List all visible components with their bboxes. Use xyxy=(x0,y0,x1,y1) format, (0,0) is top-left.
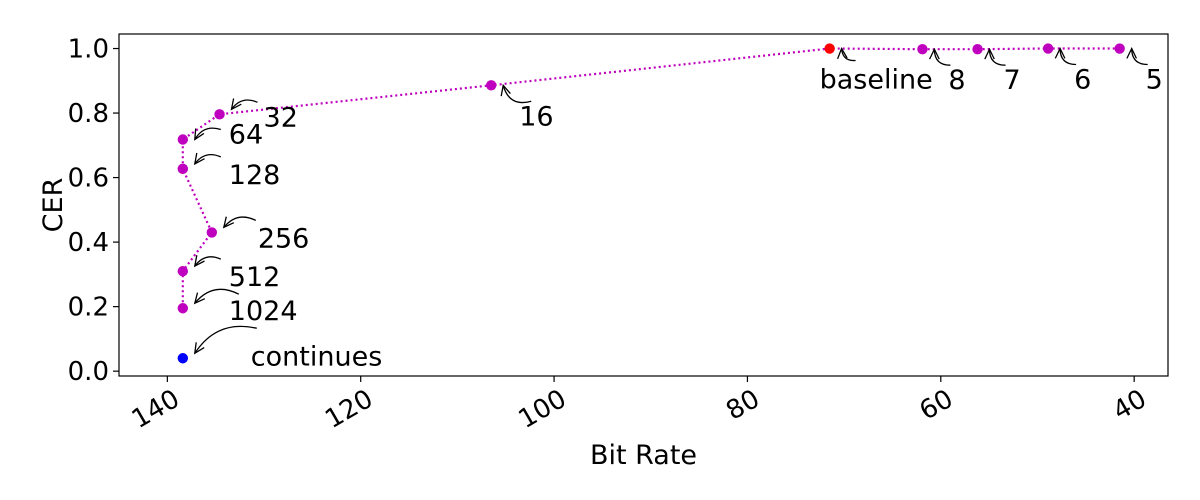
x-tick-label: 120 xyxy=(320,384,378,435)
y-axis: 0.0 0.2 0.4 0.6 0.8 1.0 xyxy=(68,35,119,387)
arrow-head xyxy=(230,98,242,111)
x-tick-label: 40 xyxy=(1108,384,1152,427)
arrow-head xyxy=(836,47,848,60)
arrow-head xyxy=(984,47,995,60)
point-label: continues xyxy=(251,341,382,372)
data-point xyxy=(177,163,189,175)
arrow-head xyxy=(1054,47,1066,59)
data-point xyxy=(1114,43,1125,54)
arrow-head xyxy=(929,47,940,60)
plot-area xyxy=(118,33,1169,377)
point-label: baseline xyxy=(820,65,933,96)
point-label: 1024 xyxy=(229,296,298,327)
annotation-arrow xyxy=(223,216,257,228)
series-line xyxy=(181,47,1120,309)
y-tick-label: 0.6 xyxy=(68,164,109,194)
annotation-arrow xyxy=(1059,48,1077,66)
annotation-arrow xyxy=(194,325,257,354)
x-axis-label: Bit Rate xyxy=(590,440,697,471)
point-label: 8 xyxy=(948,65,965,96)
data-point xyxy=(177,134,189,145)
arrow-head xyxy=(193,152,205,166)
data-point xyxy=(214,109,225,120)
annotation-arrow xyxy=(840,48,856,62)
x-axis: 140 120 100 80 60 40 xyxy=(127,376,1152,435)
y-tick-label: 0.2 xyxy=(68,293,109,323)
annotation-arrow xyxy=(194,256,222,267)
point-label: 7 xyxy=(1004,65,1021,96)
arrow-head xyxy=(193,342,205,355)
arrow-head xyxy=(194,128,205,141)
annotation-arrow xyxy=(230,99,258,110)
data-point xyxy=(177,265,189,277)
point-label: 128 xyxy=(229,160,281,191)
y-tick-label: 0.0 xyxy=(68,357,109,387)
annotation-arrow xyxy=(194,127,221,140)
y-tick-label: 0.8 xyxy=(68,99,109,129)
data-point xyxy=(177,353,189,364)
arrow-head xyxy=(1126,46,1137,59)
data-point xyxy=(917,43,928,55)
annotation-arrow xyxy=(1131,48,1148,66)
x-tick-label: 80 xyxy=(721,384,765,427)
arrow-head xyxy=(193,255,205,268)
arrow-head xyxy=(193,292,206,305)
annotation-arrow xyxy=(194,154,222,165)
point-label: 6 xyxy=(1074,65,1091,96)
point-label: 256 xyxy=(258,223,310,254)
data-point xyxy=(177,303,189,314)
data-points xyxy=(177,43,1125,364)
data-point xyxy=(206,227,218,238)
arrow-head xyxy=(222,216,235,229)
point-label: 64 xyxy=(229,120,263,151)
data-point xyxy=(972,43,983,55)
data-point xyxy=(1042,43,1054,54)
y-tick-label: 1.0 xyxy=(68,35,109,65)
data-point xyxy=(824,43,835,54)
point-label: 16 xyxy=(519,101,553,132)
x-tick-label: 100 xyxy=(514,384,572,435)
data-point xyxy=(486,80,497,91)
annotation-arrow xyxy=(194,288,240,304)
point-label: 5 xyxy=(1146,65,1163,96)
arrow-head xyxy=(500,83,511,97)
point-label: 32 xyxy=(264,102,298,133)
y-axis-label: CER xyxy=(38,178,69,233)
x-tick-label: 140 xyxy=(127,384,185,435)
x-tick-label: 60 xyxy=(915,384,959,427)
point-label: 512 xyxy=(229,262,281,293)
y-tick-label: 0.4 xyxy=(68,228,109,258)
annotation-arrow xyxy=(933,49,951,66)
annotation-arrow xyxy=(988,49,1006,66)
series-lines xyxy=(181,47,1120,309)
annotation-arrow xyxy=(502,85,532,104)
